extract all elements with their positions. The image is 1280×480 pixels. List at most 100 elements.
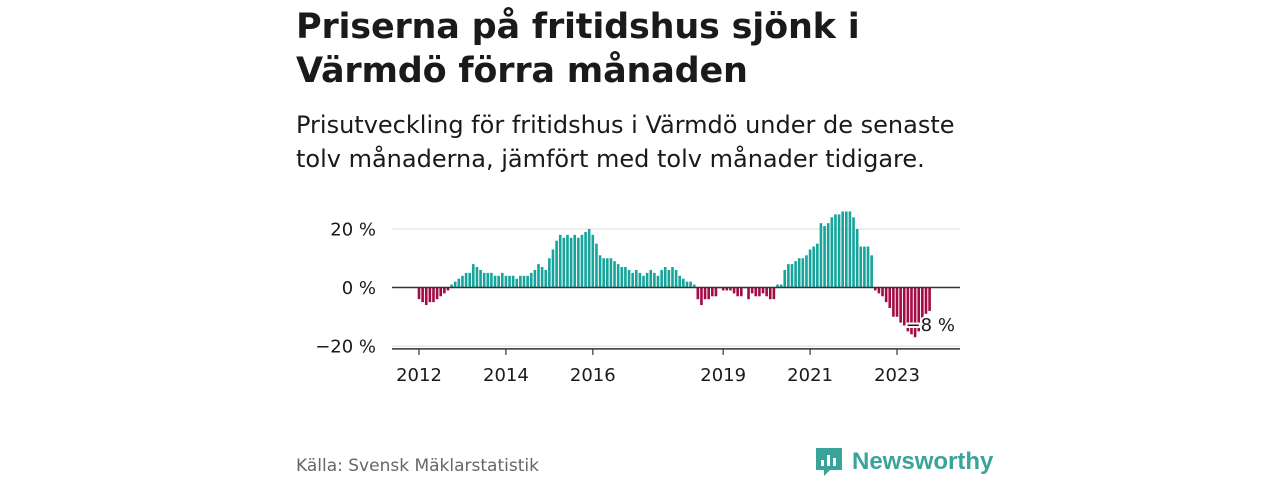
bar [649, 269, 653, 288]
bar [852, 217, 855, 288]
bar [450, 284, 453, 288]
bar [544, 269, 548, 288]
bar [515, 278, 519, 288]
bar [504, 275, 508, 288]
bar [837, 214, 841, 288]
bar [692, 284, 696, 288]
bar [457, 278, 461, 288]
bar [816, 243, 819, 288]
grid [392, 228, 960, 347]
bar [479, 269, 482, 288]
bar [573, 234, 577, 288]
bar [642, 275, 645, 288]
bar [729, 287, 732, 291]
bar [902, 287, 906, 326]
bar [446, 287, 450, 291]
bars [417, 211, 931, 338]
bar [653, 272, 656, 288]
bar [725, 287, 729, 291]
bar [620, 267, 624, 288]
bar [490, 272, 493, 288]
x-tick-label: 2019 [700, 365, 746, 386]
bar [696, 287, 700, 300]
bar [624, 267, 627, 288]
bar [685, 281, 689, 288]
bar [634, 269, 638, 288]
bar [580, 234, 584, 288]
bar [522, 275, 526, 288]
brand-logo[interactable]: Newsworthy [814, 446, 993, 478]
bar [627, 269, 631, 288]
bar [500, 272, 504, 288]
newsworthy-logo-icon [816, 448, 842, 476]
bar [823, 226, 826, 288]
bar [754, 287, 758, 297]
bar [616, 264, 620, 288]
bar [595, 243, 598, 288]
y-tick-label: −20 % [315, 337, 376, 358]
bar [772, 287, 776, 300]
bar [845, 211, 848, 288]
bar [497, 275, 500, 288]
bar [819, 223, 823, 288]
bar [584, 231, 587, 288]
bar [689, 281, 692, 288]
bar [493, 275, 497, 288]
bar [877, 287, 881, 294]
bar [533, 269, 537, 288]
bar [577, 237, 580, 288]
bar [913, 287, 917, 338]
bar [758, 287, 761, 297]
bar [859, 246, 863, 288]
bar [537, 264, 540, 288]
bar [645, 272, 649, 288]
bar [750, 287, 754, 294]
bar [863, 246, 866, 288]
bar [721, 287, 725, 291]
bar [591, 234, 595, 288]
bar [921, 287, 924, 323]
bar [660, 269, 663, 288]
bar [776, 284, 779, 288]
y-tick-label: 20 % [330, 220, 376, 241]
bar [548, 258, 551, 288]
bar [417, 287, 421, 300]
x-tick-label: 2014 [483, 365, 529, 386]
bar [787, 264, 790, 288]
bar [703, 287, 707, 300]
bar [711, 287, 714, 297]
bar [765, 287, 768, 297]
bar [841, 211, 844, 288]
bar [700, 287, 703, 306]
bar [732, 287, 736, 294]
bar [884, 287, 888, 303]
bar [739, 287, 743, 297]
bar [826, 223, 830, 288]
x-tick-label: 2021 [787, 365, 833, 386]
bar [797, 258, 801, 288]
bar [638, 272, 642, 288]
bar [598, 255, 602, 288]
bar [562, 237, 566, 288]
bar [482, 272, 486, 288]
bar [656, 275, 660, 288]
chart-subtitle: Prisutveckling för fritidshus i Värmdö u… [296, 111, 955, 173]
source-note: Källa: Svensk Mäklarstatistik [296, 456, 539, 476]
bar [928, 287, 931, 311]
bar [801, 258, 805, 288]
labels: 20 % 0 % −20 % 2012 2014 2016 2019 2021 2023 −8 % [315, 220, 957, 386]
bar [551, 249, 555, 288]
brand-name: Newsworthy [852, 448, 994, 475]
bar [529, 272, 533, 288]
bar [794, 261, 797, 288]
bar [439, 287, 443, 297]
bar [464, 272, 468, 288]
bar [682, 278, 685, 288]
bar [613, 261, 616, 288]
bar [881, 287, 884, 297]
bar [671, 267, 674, 288]
bar [870, 255, 873, 288]
bar [569, 237, 573, 288]
bar [558, 234, 562, 288]
bar [714, 287, 718, 297]
